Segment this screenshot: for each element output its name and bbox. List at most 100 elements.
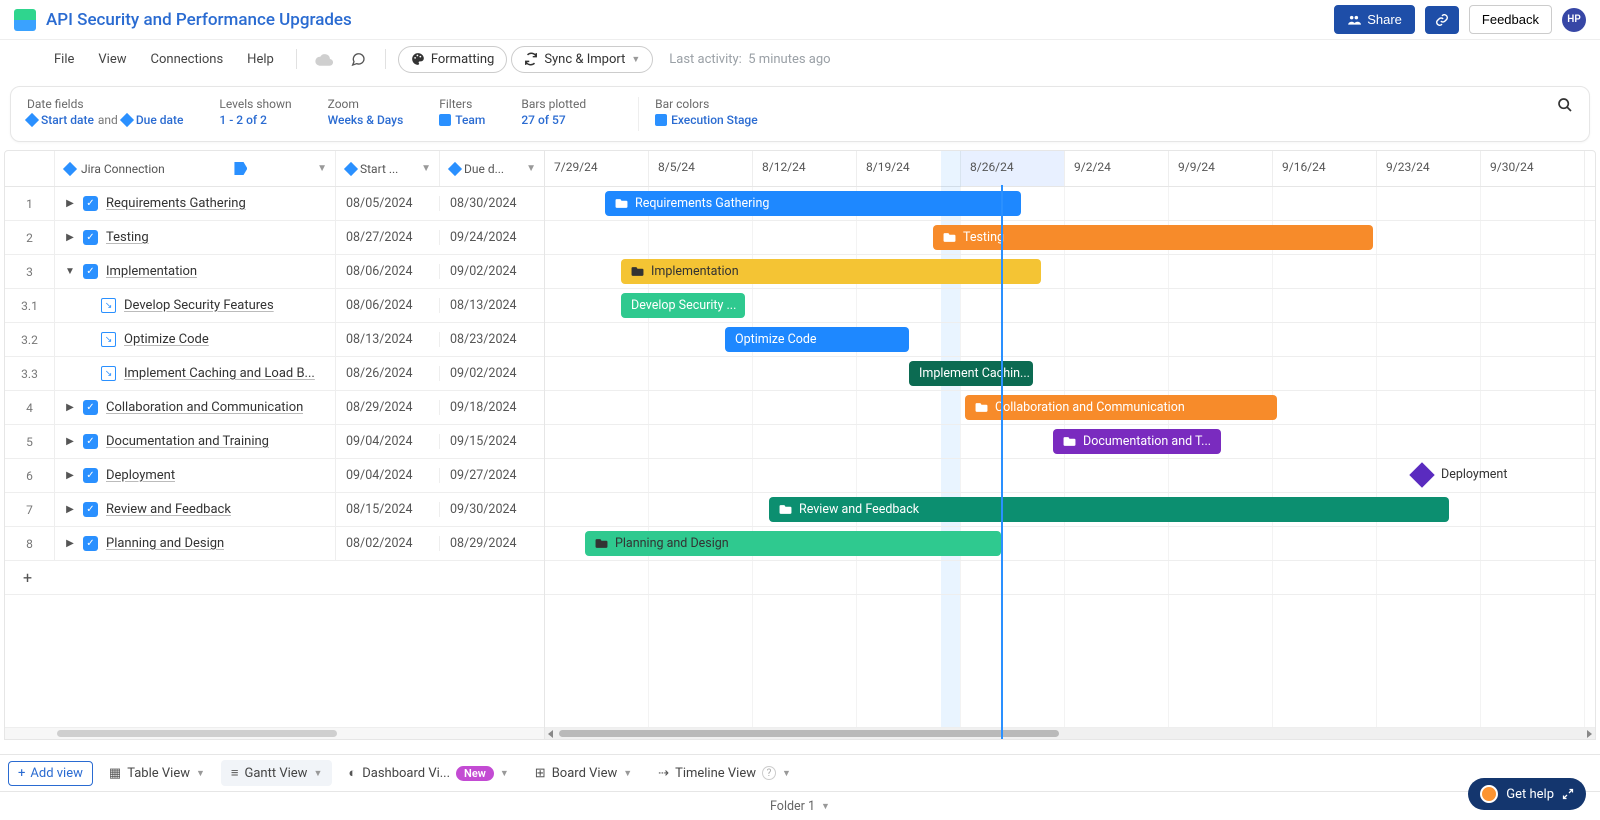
- table-row[interactable]: 8▶✓Planning and Design08/02/202408/29/20…: [5, 527, 544, 561]
- table-row[interactable]: 3.3Implement Caching and Load B...08/26/…: [5, 357, 544, 391]
- due-date-cell[interactable]: 09/27/2024: [440, 468, 544, 483]
- expand-toggle[interactable]: ▶: [65, 470, 75, 481]
- h-scrollbar-left[interactable]: [5, 727, 544, 739]
- task-name[interactable]: Documentation and Training: [106, 434, 269, 449]
- expand-toggle[interactable]: ▶: [65, 402, 75, 413]
- table-row[interactable]: 5▶✓Documentation and Training09/04/20240…: [5, 425, 544, 459]
- table-row[interactable]: 3.2Optimize Code08/13/202408/23/2024: [5, 323, 544, 357]
- due-date-cell[interactable]: 09/15/2024: [440, 434, 544, 449]
- start-date-cell[interactable]: 09/04/2024: [336, 434, 440, 449]
- table-row[interactable]: 3.1Develop Security Features08/06/202408…: [5, 289, 544, 323]
- gantt-bar[interactable]: Optimize Code: [725, 327, 909, 352]
- table-row[interactable]: 4▶✓Collaboration and Communication08/29/…: [5, 391, 544, 425]
- due-date-cell[interactable]: 08/29/2024: [440, 536, 544, 551]
- user-avatar[interactable]: HP: [1562, 8, 1586, 32]
- chevron-down-icon[interactable]: ▼: [500, 768, 509, 779]
- cfg-zoom[interactable]: Zoom Weeks & Days: [328, 97, 404, 127]
- add-view-button[interactable]: +Add view: [8, 761, 93, 786]
- expand-toggle[interactable]: ▶: [65, 232, 75, 243]
- expand-toggle[interactable]: ▼: [65, 266, 75, 277]
- start-date-cell[interactable]: 08/29/2024: [336, 400, 440, 415]
- search-icon[interactable]: [1557, 97, 1573, 113]
- chevron-down-icon[interactable]: ▼: [196, 768, 205, 779]
- start-date-cell[interactable]: 08/06/2024: [336, 298, 440, 313]
- expand-toggle[interactable]: ▶: [65, 436, 75, 447]
- task-name[interactable]: Deployment: [106, 468, 175, 483]
- timeline-date[interactable]: 8/26/24: [961, 151, 1065, 186]
- add-row-button[interactable]: +: [5, 561, 544, 595]
- expand-toggle[interactable]: ▶: [65, 198, 75, 209]
- share-button[interactable]: Share: [1334, 5, 1415, 34]
- due-date-cell[interactable]: 09/18/2024: [440, 400, 544, 415]
- view-tab[interactable]: ⊞Board View▼: [525, 761, 642, 786]
- timeline-date[interactable]: 7/29/24: [545, 151, 649, 186]
- table-row[interactable]: 6▶✓Deployment09/04/202409/27/2024: [5, 459, 544, 493]
- start-date-cell[interactable]: 08/27/2024: [336, 230, 440, 245]
- start-date-cell[interactable]: 08/06/2024: [336, 264, 440, 279]
- start-date-cell[interactable]: 08/15/2024: [336, 502, 440, 517]
- due-date-cell[interactable]: 08/13/2024: [440, 298, 544, 313]
- menu-view[interactable]: View: [88, 48, 136, 71]
- due-date-cell[interactable]: 09/02/2024: [440, 366, 544, 381]
- timeline-date[interactable]: 8/12/24: [753, 151, 857, 186]
- gantt-bar[interactable]: Implementation: [621, 259, 1041, 284]
- start-date-cell[interactable]: 09/04/2024: [336, 468, 440, 483]
- expand-toggle[interactable]: ▶: [65, 538, 75, 549]
- expand-toggle[interactable]: ▶: [65, 504, 75, 515]
- timeline-date[interactable]: 9/2/24: [1065, 151, 1169, 186]
- view-tab[interactable]: ≡Gantt View▼: [221, 760, 332, 786]
- start-date-cell[interactable]: 08/13/2024: [336, 332, 440, 347]
- due-date-cell[interactable]: 09/24/2024: [440, 230, 544, 245]
- gantt-bar[interactable]: Develop Security ...: [621, 293, 745, 318]
- task-name[interactable]: Collaboration and Communication: [106, 400, 303, 415]
- gantt-bar[interactable]: Planning and Design: [585, 531, 1001, 556]
- task-name[interactable]: Testing: [106, 230, 149, 245]
- col-due[interactable]: Due d...▼: [440, 151, 544, 186]
- folder-bar[interactable]: Folder 1▼: [0, 792, 1600, 820]
- menu-file[interactable]: File: [44, 48, 84, 71]
- cfg-levels[interactable]: Levels shown 1 - 2 of 2: [219, 97, 291, 127]
- table-row[interactable]: 7▶✓Review and Feedback08/15/202409/30/20…: [5, 493, 544, 527]
- timeline-date[interactable]: 9/9/24: [1169, 151, 1273, 186]
- chevron-down-icon[interactable]: ▼: [313, 768, 322, 779]
- view-tab[interactable]: ▦Table View▼: [99, 761, 215, 786]
- chevron-down-icon[interactable]: ▼: [623, 768, 632, 779]
- app-logo[interactable]: [14, 9, 36, 31]
- view-tab[interactable]: ◐Dashboard Vi...New▼: [338, 760, 518, 786]
- gantt-bar[interactable]: Requirements Gathering: [605, 191, 1021, 216]
- task-name[interactable]: Review and Feedback: [106, 502, 231, 517]
- cfg-date-fields[interactable]: Date fields Start dateandDue date: [27, 97, 183, 127]
- cfg-bars[interactable]: Bars plotted 27 of 57: [521, 97, 586, 127]
- due-date-cell[interactable]: 08/30/2024: [440, 196, 544, 211]
- table-row[interactable]: 1▶✓Requirements Gathering08/05/202408/30…: [5, 187, 544, 221]
- gantt-bar[interactable]: Documentation and T...: [1053, 429, 1221, 454]
- timeline-date[interactable]: 9/23/24: [1377, 151, 1481, 186]
- menu-help[interactable]: Help: [237, 48, 284, 71]
- chevron-down-icon[interactable]: ▼: [782, 768, 791, 779]
- start-date-cell[interactable]: 08/02/2024: [336, 536, 440, 551]
- formatting-button[interactable]: Formatting: [398, 46, 508, 73]
- task-name[interactable]: Develop Security Features: [124, 298, 274, 313]
- view-tab[interactable]: ⇢Timeline View?▼: [648, 761, 801, 786]
- due-date-cell[interactable]: 09/02/2024: [440, 264, 544, 279]
- timeline-date[interactable]: 9/30/24: [1481, 151, 1585, 186]
- feedback-button[interactable]: Feedback: [1469, 5, 1552, 34]
- due-date-cell[interactable]: 09/30/2024: [440, 502, 544, 517]
- timeline-date[interactable]: 8/5/24: [649, 151, 753, 186]
- help-icon[interactable]: ?: [762, 766, 776, 780]
- task-name[interactable]: Implement Caching and Load B...: [124, 366, 315, 381]
- timeline-date[interactable]: 10/7: [1585, 151, 1595, 186]
- cloud-icon[interactable]: [309, 48, 339, 70]
- gantt-bar[interactable]: Collaboration and Communication: [965, 395, 1277, 420]
- timeline-date[interactable]: 9/16/24: [1273, 151, 1377, 186]
- due-date-cell[interactable]: 08/23/2024: [440, 332, 544, 347]
- gantt-bar[interactable]: Implement Cachin...: [909, 361, 1033, 386]
- col-jira[interactable]: Jira Connection▼: [55, 151, 336, 186]
- h-scrollbar-right[interactable]: [545, 727, 1595, 739]
- task-name[interactable]: Planning and Design: [106, 536, 224, 551]
- cfg-colors[interactable]: Bar colors Execution Stage: [655, 97, 758, 127]
- task-name[interactable]: Optimize Code: [124, 332, 209, 347]
- sync-button[interactable]: Sync & Import ▼: [511, 46, 653, 73]
- task-name[interactable]: Implementation: [106, 264, 197, 279]
- gantt-bar[interactable]: Testing: [933, 225, 1373, 250]
